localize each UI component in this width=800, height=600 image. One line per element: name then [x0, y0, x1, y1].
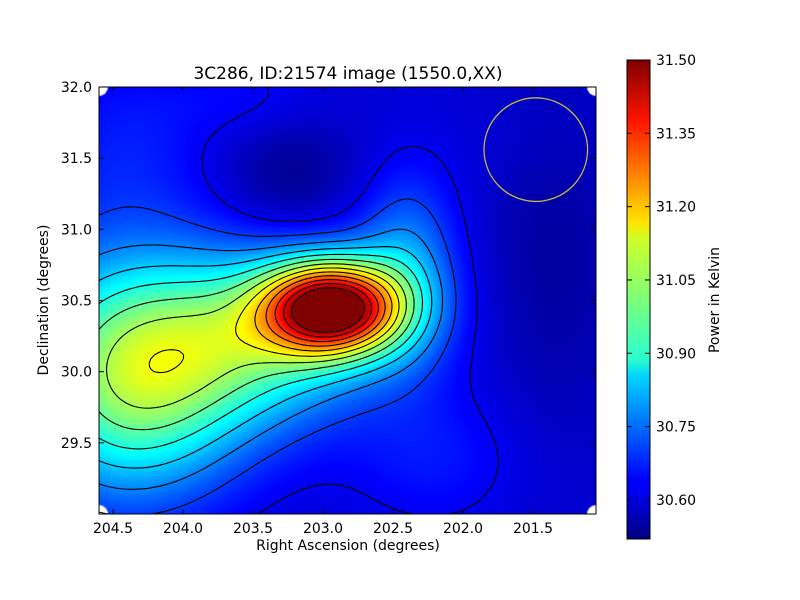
- y-tick-label: 30.5: [61, 294, 92, 310]
- colorbar-tick-label: 31.35: [656, 126, 696, 142]
- chart-title: 3C286, ID:21574 image (1550.0,XX): [193, 64, 502, 84]
- contour-line: [99, 253, 424, 450]
- contour-line: [265, 275, 386, 347]
- x-tick-label: 204.0: [163, 521, 203, 537]
- colorbar-label: Power in Kelvin: [707, 247, 723, 353]
- x-tick-label: 202.5: [373, 521, 413, 537]
- colorbar-tick-label: 31.50: [656, 53, 696, 69]
- contour-line: [148, 267, 400, 374]
- x-tick-label: 202.0: [443, 521, 483, 537]
- y-tick-label: 31.0: [61, 222, 92, 238]
- contour-line: [283, 282, 373, 338]
- y-axis-ticks: 29.5 30.0 30.5 31.0 31.5 32.0: [61, 80, 596, 452]
- contour-line: [201, 87, 499, 514]
- contour-line: [254, 271, 393, 352]
- colorbar-tick-label: 31.20: [656, 200, 696, 216]
- y-tick-label: 32.0: [61, 80, 92, 96]
- contour-lines: [99, 87, 499, 514]
- y-tick-label: 30.0: [61, 365, 92, 381]
- colorbar-tick-label: 30.60: [656, 493, 696, 509]
- colorbar: 30.60 30.75 30.90 31.05 31.20 31.35 31.50 Powe…: [626, 53, 723, 540]
- x-tick-label: 201.5: [513, 521, 553, 537]
- x-axis-label: Right Ascension (degrees): [256, 538, 440, 554]
- contour-line: [99, 228, 444, 490]
- heatmap-image: [99, 87, 596, 514]
- y-tick-label: 31.5: [61, 151, 92, 167]
- contour-line: [291, 287, 365, 333]
- colorbar-tick-label: 30.75: [656, 420, 696, 436]
- y-tick-label: 29.5: [61, 436, 92, 452]
- contour-line: [99, 198, 457, 514]
- contour-line: [274, 279, 379, 343]
- y-axis-label: Declination (degrees): [36, 225, 52, 376]
- contour-line: [99, 258, 415, 431]
- colorbar-gradient: [627, 60, 650, 539]
- colorbar-tick-label: 30.90: [656, 346, 696, 362]
- contour-line: [106, 263, 407, 409]
- x-tick-label: 204.5: [93, 521, 133, 537]
- contour-line: [99, 246, 433, 469]
- x-axis-ticks: 204.5 204.0 203.5 203.0 202.5 202.0 201.5: [93, 87, 553, 537]
- colorbar-ticks: 30.60 30.75 30.90 31.05 31.20 31.35 31.50: [627, 53, 696, 509]
- x-tick-label: 203.5: [233, 521, 273, 537]
- plot-area: [98, 86, 597, 515]
- colorbar-frame: [626, 59, 651, 540]
- colorbar-tick-label: 31.05: [656, 273, 696, 289]
- beam-circle: [483, 97, 589, 203]
- x-tick-label: 203.0: [303, 521, 343, 537]
